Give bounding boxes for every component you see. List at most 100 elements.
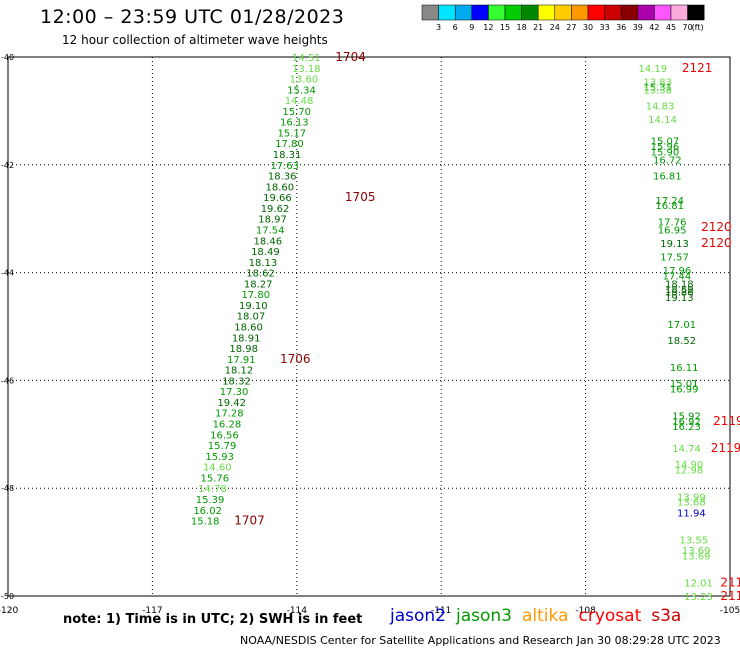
time-label: 2119 — [711, 441, 740, 455]
swh-value-label: 17.24 — [655, 196, 684, 207]
colorbar-tick-label: 30 — [583, 23, 593, 32]
swh-value-label: 17.80 — [241, 290, 270, 301]
swh-value-label: 18.86 — [665, 287, 694, 298]
plot-frame — [7, 56, 731, 597]
colorbar-tick-label: 39 — [633, 23, 643, 32]
swh-value-label: 17.63 — [270, 161, 299, 172]
colorbar-tick-label: 21 — [533, 23, 543, 32]
colorbar-tick-label: 42 — [649, 23, 659, 32]
swh-value-label: 16.02 — [193, 506, 222, 517]
swh-value-label: 18.27 — [244, 279, 273, 290]
y-tick-label: -40 — [1, 53, 14, 62]
satellite-legend-entry: s3a — [651, 606, 682, 626]
chart-subtitle: 12 hour collection of altimeter wave hei… — [62, 33, 328, 47]
colorbar-tick-label: 9 — [469, 23, 474, 32]
swh-value-label: 12.01 — [684, 579, 713, 590]
swh-value-label: 19.42 — [217, 398, 246, 409]
swh-value-label: 13.60 — [290, 75, 319, 86]
swh-value-label: 18.59 — [665, 285, 694, 296]
swh-value-label: 19.10 — [239, 301, 268, 312]
swh-value-label: 19.66 — [263, 193, 292, 204]
swh-value-label: 13.55 — [679, 535, 708, 546]
swh-value-label: 15.17 — [278, 128, 307, 139]
time-label: 2121 — [682, 61, 713, 75]
colorbar-tick-label: 27 — [566, 23, 576, 32]
swh-value-label: 15.76 — [201, 473, 230, 484]
swh-value-label: 18.52 — [667, 336, 696, 347]
swh-value-label: 14.51 — [292, 53, 321, 64]
swh-value-label: 17.57 — [660, 252, 689, 263]
swh-value-label: 13.69 — [682, 546, 711, 557]
swh-value-label: 17.96 — [663, 266, 692, 277]
time-label: 1705 — [345, 190, 376, 204]
colorbar-tick-label: 36 — [616, 23, 626, 32]
swh-value-label: 18.98 — [229, 344, 258, 355]
y-tick-label: -46 — [1, 376, 14, 385]
swh-value-label: 17.01 — [667, 320, 696, 331]
time-label: 2118 — [720, 576, 740, 590]
swh-value-label: 11.94 — [677, 508, 706, 519]
swh-value-label: 18.18 — [665, 279, 694, 290]
swh-value-label: 13.23 — [684, 592, 713, 603]
swh-value-label: 18.12 — [225, 366, 254, 377]
colorbar-tick-label: 15 — [500, 23, 510, 32]
swh-value-label: 13.99 — [677, 492, 706, 503]
swh-value-label: 16.81 — [655, 201, 684, 212]
time-label: 1706 — [280, 352, 311, 366]
colorbar-swatch — [687, 4, 705, 21]
x-tick-label: -105 — [720, 606, 740, 616]
swh-value-label: 18.13 — [249, 258, 278, 269]
swh-value-label: 13.18 — [292, 64, 321, 75]
swh-value-label: 14.90 — [675, 460, 704, 471]
swh-value-label: 15.18 — [191, 517, 220, 528]
y-tick-label: -50 — [1, 592, 14, 601]
satellite-legend-entry: jason2 — [390, 606, 446, 626]
swh-value-label: 17.76 — [658, 217, 687, 228]
time-label: 2120 — [701, 236, 732, 250]
time-label: 2118 — [720, 589, 740, 603]
x-tick-label: -120 — [0, 606, 18, 616]
swh-value-label: 15.93 — [205, 452, 234, 463]
swh-value-label: 19.13 — [665, 293, 694, 304]
swh-value-label: 15.70 — [282, 107, 311, 118]
swh-value-label: 12.98 — [675, 465, 704, 476]
swh-value-label: 18.49 — [251, 247, 280, 258]
swh-value-label: 16.11 — [670, 363, 699, 374]
swh-value-label: 17.44 — [663, 271, 692, 282]
colorbar-tick-label: 33 — [600, 23, 610, 32]
swh-value-label: 18.32 — [222, 376, 251, 387]
footer-note: note: 1) Time is in UTC; 2) SWH is in fe… — [63, 612, 363, 627]
credit-line: NOAA/NESDIS Center for Satellite Applica… — [240, 634, 721, 647]
y-tick-label: -42 — [1, 161, 14, 170]
chart-title: 12:00 – 23:59 UTC 01/28/2023 — [40, 6, 345, 28]
x-tick-label: -117 — [142, 606, 162, 616]
satellite-legend-entry: cryosat — [578, 606, 642, 626]
swh-value-label: 15.39 — [196, 495, 225, 506]
swh-value-label: 18.60 — [266, 182, 295, 193]
swh-value-label: 18.46 — [253, 236, 282, 247]
time-label: 2120 — [701, 220, 732, 234]
swh-value-label: 17.91 — [227, 355, 256, 366]
colorbar-tick-label: 24 — [550, 23, 560, 32]
swh-value-label: 13.83 — [643, 77, 672, 88]
swh-value-label: 14.74 — [672, 444, 701, 455]
x-tick-label: -108 — [575, 606, 596, 616]
colorbar-tick-label: 6 — [453, 23, 458, 32]
y-tick-label: -44 — [1, 269, 14, 278]
time-label: 1704 — [335, 50, 366, 64]
swh-value-label: 13.68 — [677, 498, 706, 509]
swh-value-label: 18.97 — [258, 215, 287, 226]
swh-value-label: 18.62 — [246, 269, 275, 280]
x-tick-label: -111 — [431, 606, 451, 616]
swh-value-label: 16.56 — [210, 430, 239, 441]
swh-value-label: 15.90 — [651, 147, 680, 158]
swh-value-label: 18.31 — [273, 150, 302, 161]
swh-value-label: 18.36 — [268, 172, 297, 183]
swh-value-label: 15.31 — [643, 83, 672, 94]
colorbar-tick-label: 12 — [483, 23, 493, 32]
colorbar-unit-label: (ft) — [692, 23, 704, 32]
swh-value-label: 16.28 — [213, 420, 242, 431]
swh-value-label: 18.07 — [237, 312, 266, 323]
swh-value-label: 15.92 — [672, 411, 701, 422]
